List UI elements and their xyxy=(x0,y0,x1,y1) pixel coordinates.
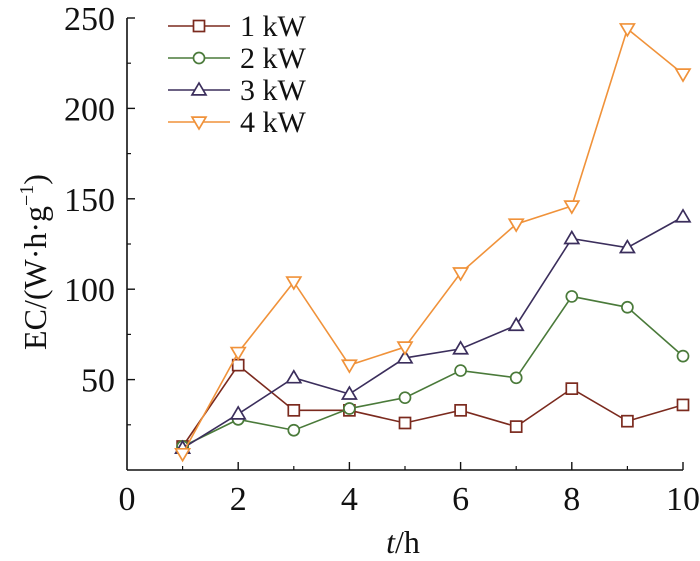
legend-marker xyxy=(192,51,206,65)
data-point xyxy=(398,416,412,430)
data-point xyxy=(343,402,356,415)
data-point xyxy=(231,358,245,372)
y-axis-title-superscript: −1 xyxy=(16,185,38,206)
legend-item: 2 kW xyxy=(168,42,307,75)
x-tick-label: 2 xyxy=(230,481,247,518)
legend-label: 3 kW xyxy=(240,74,307,107)
legend-marker xyxy=(192,19,206,33)
data-point xyxy=(287,423,301,437)
legend-label: 2 kW xyxy=(240,42,307,75)
data-point xyxy=(452,340,470,355)
series-4 xyxy=(174,23,692,463)
y-tick-label: 200 xyxy=(64,91,115,128)
data-point xyxy=(621,414,634,428)
data-point xyxy=(229,405,247,420)
legend-label: 4 kW xyxy=(240,106,307,139)
data-point xyxy=(509,371,523,385)
x-tick-label: 10 xyxy=(666,481,700,518)
data-point xyxy=(454,403,467,417)
legend: 1 kW2 kW3 kW4 kW xyxy=(168,10,307,139)
legend-item: 4 kW xyxy=(168,106,307,139)
data-point xyxy=(676,349,690,363)
data-point xyxy=(396,341,414,356)
legend-item: 1 kW xyxy=(168,10,307,43)
data-point xyxy=(174,447,192,463)
data-point xyxy=(285,276,303,291)
y-axis-title: EC/(W·h·g−1) xyxy=(16,174,53,350)
data-point xyxy=(398,391,412,405)
x-axis-title-italic: t xyxy=(386,524,396,560)
data-point xyxy=(676,398,690,412)
data-point xyxy=(454,364,467,377)
data-point xyxy=(563,200,581,215)
legend-marker xyxy=(190,116,208,131)
data-point xyxy=(618,238,636,254)
x-tick-label: 6 xyxy=(452,481,469,518)
tick-marks xyxy=(127,17,684,470)
data-point xyxy=(565,382,579,395)
series-1 xyxy=(176,358,690,453)
data-point xyxy=(563,229,581,245)
data-point xyxy=(452,267,470,282)
x-tick-label: 0 xyxy=(119,481,136,518)
x-tick-label: 8 xyxy=(563,481,580,518)
data-point xyxy=(674,68,692,83)
legend-item: 3 kW xyxy=(168,74,307,107)
series-layer xyxy=(174,23,692,463)
series-line xyxy=(182,295,684,448)
y-tick-label: 100 xyxy=(64,272,115,309)
legend-marker xyxy=(190,81,208,96)
data-point xyxy=(229,346,247,362)
series-2 xyxy=(176,290,690,453)
y-tick-label: 250 xyxy=(64,1,115,38)
y-axis-title-close: ) xyxy=(17,174,53,185)
series-line xyxy=(181,27,684,455)
data-point xyxy=(621,300,634,314)
y-tick-label: 150 xyxy=(64,182,115,219)
y-tick-label: 50 xyxy=(81,363,115,400)
data-point xyxy=(509,420,523,433)
data-point xyxy=(674,208,692,223)
data-point xyxy=(340,359,358,374)
data-point xyxy=(618,23,636,38)
x-tick-label: 4 xyxy=(341,481,358,518)
legend-label: 1 kW xyxy=(240,10,307,43)
data-point xyxy=(285,369,303,384)
data-point xyxy=(507,218,525,233)
series-line xyxy=(181,363,684,447)
data-point xyxy=(340,385,358,400)
data-point xyxy=(396,349,414,364)
data-point xyxy=(565,290,579,303)
series-line xyxy=(182,216,684,449)
data-point xyxy=(287,403,301,417)
x-axis-title-unit: /h xyxy=(395,524,420,560)
y-axis-title-main: EC/(W·h·g xyxy=(17,206,53,350)
tick-labels: 0 2 4 6 8 10 50 100 150 200 250 xyxy=(64,1,700,518)
data-point xyxy=(507,316,525,332)
x-axis-title: t/h xyxy=(386,524,420,560)
